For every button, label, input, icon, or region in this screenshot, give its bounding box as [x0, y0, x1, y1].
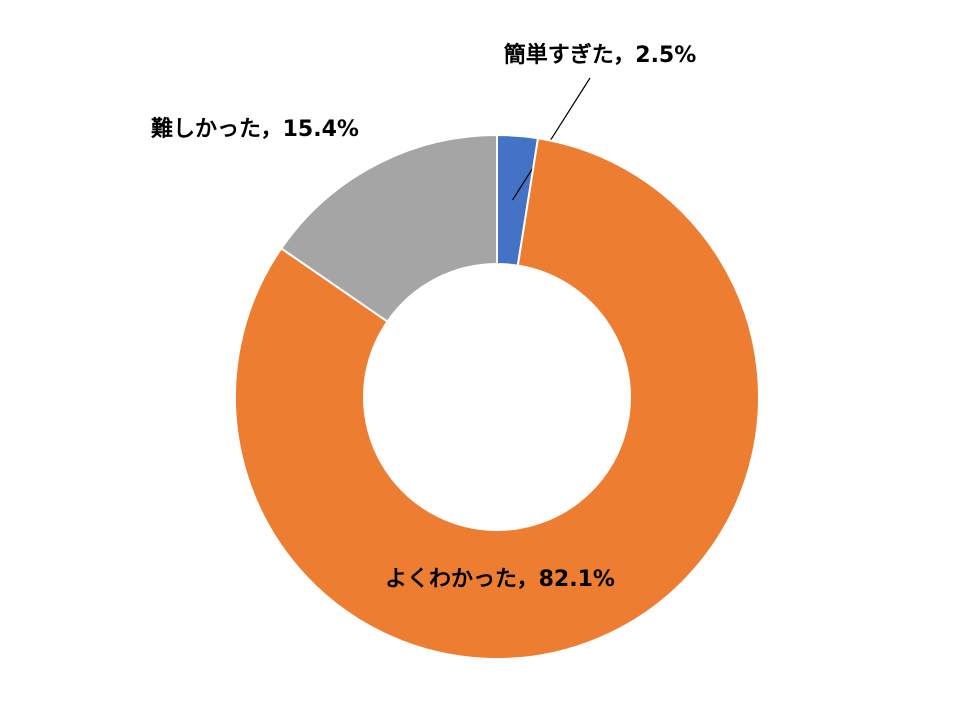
- data-label: よくわかった，82.1%: [385, 567, 615, 592]
- slice: [279, 133, 498, 323]
- leader-line: [511, 77, 591, 201]
- slice: [234, 137, 760, 660]
- data-label: 簡単すぎた，2.5%: [504, 42, 697, 68]
- data-label: 難しかった，15.4%: [151, 116, 359, 142]
